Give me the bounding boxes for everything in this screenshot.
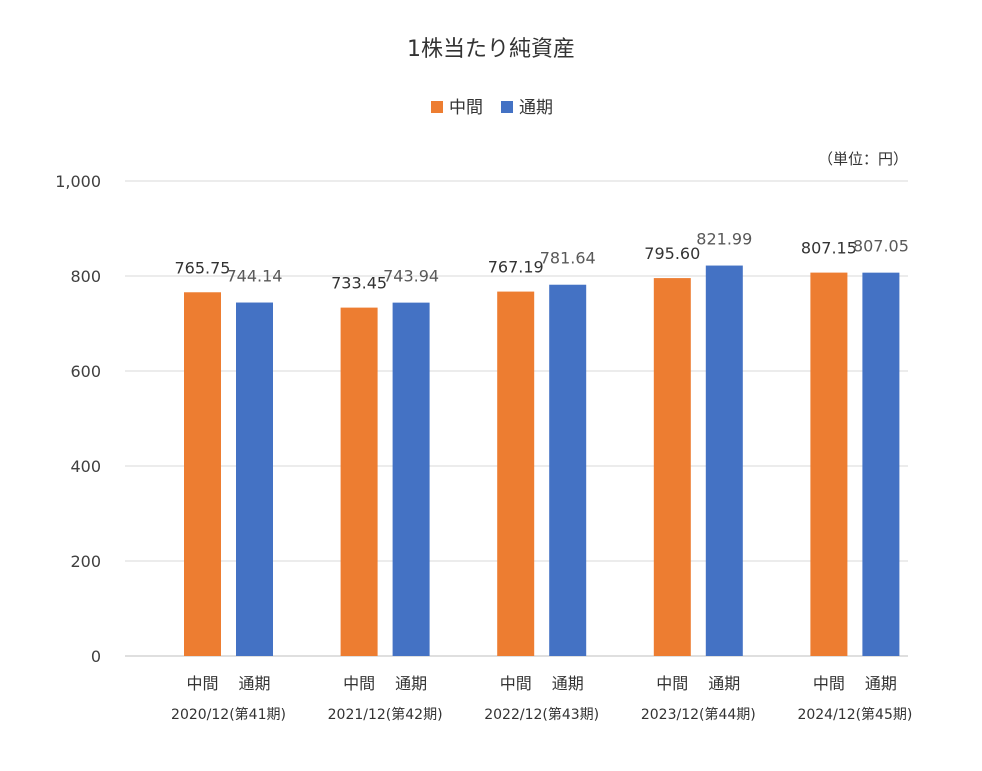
y-tick-label: 400 [70, 457, 101, 476]
x-period-label: 2024/12(第45期) [797, 706, 912, 723]
x-sub-label: 中間 [343, 674, 375, 693]
x-sub-label: 通期 [238, 674, 270, 693]
legend: 中間 通期 [431, 98, 553, 118]
bar-interim [184, 292, 221, 656]
x-sub-label: 中間 [186, 674, 218, 693]
bar-annual [236, 302, 273, 656]
y-tick-label: 0 [91, 647, 101, 666]
bar-interim [497, 291, 535, 656]
data-label: 743.94 [383, 267, 439, 286]
x-sub-label: 中間 [813, 674, 845, 693]
legend-swatch-annual [501, 101, 513, 113]
data-label: 807.15 [801, 239, 857, 258]
x-sub-label: 通期 [708, 674, 740, 693]
x-period-label: 2023/12(第44期) [641, 706, 756, 723]
bar-interim [810, 272, 848, 656]
x-sub-label: 中間 [500, 674, 532, 693]
chart-title: 1株当たり純資産 [407, 37, 575, 62]
bar-interim [653, 278, 691, 656]
data-label: 781.64 [540, 249, 596, 268]
unit-label: （単位：円） [818, 150, 908, 168]
data-label: 795.60 [644, 244, 700, 263]
data-label: 807.05 [853, 237, 909, 256]
data-label: 744.14 [227, 267, 283, 286]
data-label: 767.19 [488, 258, 544, 277]
x-sub-label: 中間 [656, 674, 688, 693]
bar-interim [340, 307, 378, 656]
y-tick-label: 800 [70, 267, 101, 286]
y-tick-label: 1,000 [55, 172, 101, 191]
y-axis-ticks: 0 200 400 600 800 1,000 [55, 172, 101, 666]
data-label: 765.75 [175, 258, 231, 277]
x-sub-label: 通期 [865, 674, 897, 693]
bar-annual [862, 272, 900, 656]
bar-annual [549, 284, 587, 656]
x-axis-labels: 中間 通期 2020/12(第41期) 中間 通期 2021/12(第42期) 中間 通期 20… [171, 674, 912, 723]
x-sub-label: 通期 [395, 674, 427, 693]
x-period-label: 2021/12(第42期) [328, 706, 443, 723]
bar-annual [392, 302, 430, 656]
legend-swatch-interim [431, 101, 443, 113]
data-label: 821.99 [696, 230, 752, 249]
y-tick-label: 200 [70, 552, 101, 571]
data-label: 733.45 [331, 274, 387, 293]
bars [184, 265, 900, 656]
legend-label-annual: 通期 [519, 98, 553, 118]
legend-label-interim: 中間 [449, 98, 483, 118]
x-period-label: 2022/12(第43期) [484, 706, 599, 723]
y-tick-label: 600 [70, 362, 101, 381]
bar-annual [705, 265, 743, 656]
x-sub-label: 通期 [552, 674, 584, 693]
x-period-label: 2020/12(第41期) [171, 706, 286, 723]
